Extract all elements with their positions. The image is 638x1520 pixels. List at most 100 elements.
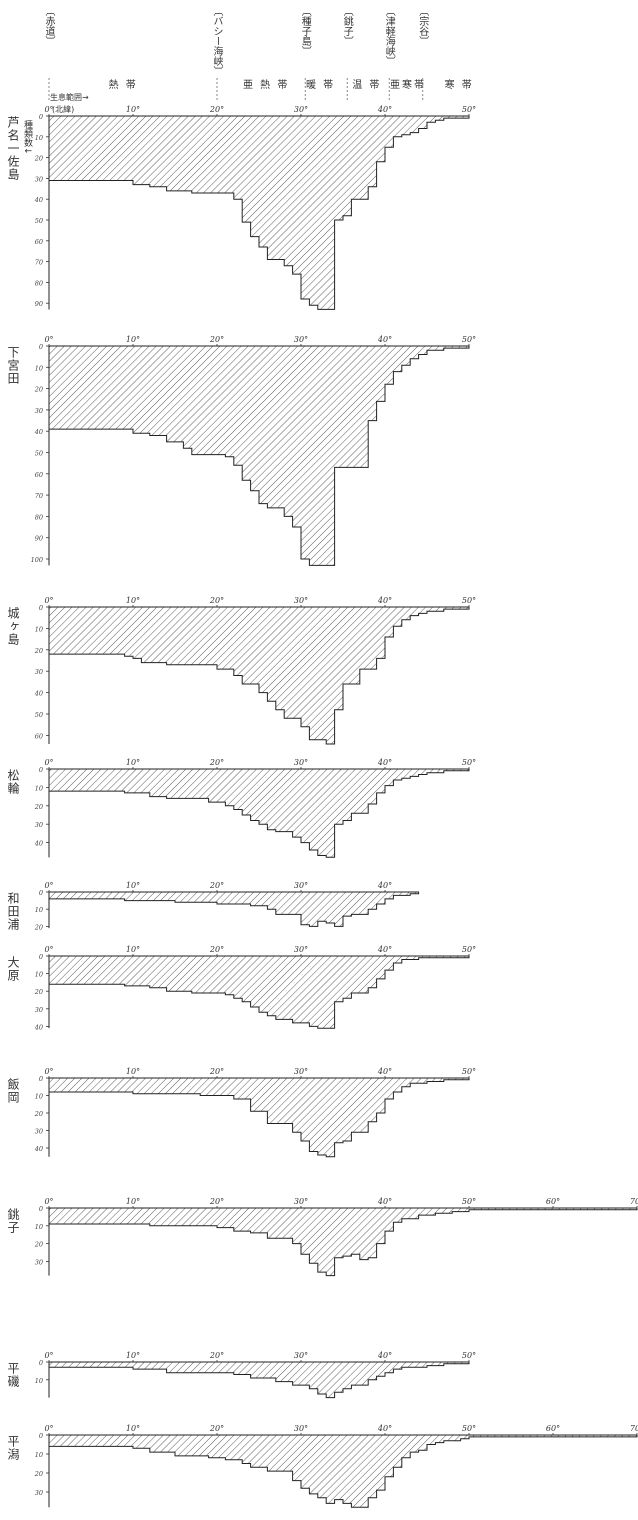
station-label: 下宮田	[6, 346, 20, 385]
x-tick-label: 50°	[462, 945, 476, 954]
range-profile	[48, 606, 470, 745]
x-tick-label: 20°	[209, 105, 224, 114]
x-tick-label: 0°	[44, 1197, 53, 1206]
x-tick-label: 30°	[294, 1197, 308, 1206]
y-tick-label: 30	[35, 1006, 43, 1014]
y-tick-label: 20	[34, 988, 43, 996]
climate-zone-label: 暖 帯	[306, 80, 336, 91]
y-tick-label: 0	[39, 1075, 43, 1083]
x-tick-label: 20°	[209, 1424, 224, 1433]
y-tick-label: 10	[35, 364, 43, 372]
x-tick-label: 20°	[209, 881, 224, 890]
x-tick-label: 20°	[209, 945, 224, 954]
y-tick-label: 0	[39, 604, 43, 612]
y-tick-label: 50	[35, 217, 43, 225]
y-tick-label: 0	[39, 113, 43, 121]
x-tick-label: 10°	[126, 1197, 140, 1206]
y-tick-label: 40	[34, 428, 43, 436]
y-tick-label: 10	[35, 1093, 43, 1101]
y-tick-label: 0	[39, 889, 43, 897]
y-tick-label: 20	[34, 155, 43, 163]
x-tick-label: 20°	[209, 758, 224, 767]
y-tick-label: 30	[35, 821, 43, 829]
y-tick-label: 20	[34, 923, 43, 931]
x-tick-label: 40°	[377, 105, 392, 114]
x-tick-label: 0°	[44, 881, 53, 890]
y-tick-label: 0	[39, 1359, 43, 1367]
x-tick-label: 40°	[377, 596, 392, 605]
y-tick-label: 40	[34, 1023, 43, 1031]
y-tick-label: 40	[34, 1145, 43, 1153]
x-tick-label: 40°	[377, 1197, 392, 1206]
y-tick-label: 10	[35, 625, 43, 633]
y-tick-label: 80	[35, 279, 43, 287]
y-tick-label: 90	[35, 535, 43, 543]
range-profile	[48, 1077, 470, 1158]
x-tick-label: 0°	[44, 945, 53, 954]
x-tick-label: 40°	[377, 945, 392, 954]
chart-7: 0° 10° 20° 30° 40° 50° 60° 70° 0 10 20 30	[34, 1197, 638, 1277]
x-tick-label: 30°	[294, 881, 308, 890]
y-tick-label: 30	[35, 407, 43, 415]
y-tick-label: 80	[35, 513, 43, 521]
x-tick-label: 30°	[294, 335, 308, 344]
x-tick-label: 30°	[294, 105, 308, 114]
range-profile	[48, 1361, 470, 1399]
climate-zone-label: 亜寒帯	[390, 80, 426, 91]
y-tick-label: 60	[35, 238, 43, 246]
y-tick-label: 30	[35, 1258, 43, 1266]
x-tick-label: 30°	[294, 1067, 308, 1076]
x-tick-label: 40°	[377, 758, 392, 767]
y-tick-label: 10	[35, 906, 43, 914]
y-tick-label: 70	[35, 492, 43, 500]
y-tick-label: 20	[34, 803, 43, 811]
range-profile	[48, 115, 470, 310]
chart-5: 0° 10° 20° 30° 40° 50° 0 10 20 30 40	[34, 945, 476, 1031]
x-tick-label: 0°	[44, 596, 53, 605]
station-label: 平磯	[6, 1362, 20, 1388]
range-profile	[48, 345, 470, 566]
station-label: 城ヶ島	[6, 607, 20, 646]
x-tick-label: 10°	[126, 1424, 140, 1433]
x-tick-label: 0°	[44, 335, 53, 344]
x-tick-label: 50°	[462, 1351, 476, 1360]
x-tick-label: 60°	[546, 1424, 560, 1433]
x-tick-label: 10°	[126, 881, 140, 890]
y-tick-label: 30	[35, 1489, 43, 1497]
y-tick-label: 0	[39, 766, 43, 774]
range-profile	[48, 1207, 638, 1277]
x-tick-label: 20°	[209, 1197, 224, 1206]
landmark-label: 〔宗谷〕	[416, 6, 428, 46]
y-tick-label: 30	[35, 668, 43, 676]
y-tick-label: 60	[35, 732, 43, 740]
landmark-label: 〔銚子〕	[341, 6, 353, 46]
y-tick-label: 10	[35, 1223, 43, 1231]
x-tick-label: 10°	[126, 1351, 140, 1360]
station-label: 飯岡	[6, 1078, 20, 1104]
x-tick-label: 70°	[630, 1197, 638, 1206]
x-tick-label: 10°	[126, 596, 140, 605]
range-profile	[48, 891, 420, 927]
chart-1: 0° 10° 20° 30° 40° 50° 0 10 20 30 40 50 60 70 80 90 100	[31, 335, 476, 566]
x-tick-label: 50°	[462, 1424, 476, 1433]
y-tick-label: 20	[34, 1241, 43, 1249]
climate-zone-label: 温 帯	[352, 80, 382, 91]
y-tick-label: 50	[35, 450, 43, 458]
x-tick-label: 40°	[377, 1351, 392, 1360]
y-tick-label: 40	[34, 840, 43, 848]
x-tick-label: 10°	[126, 945, 140, 954]
y-tick-label: 10	[35, 1451, 43, 1459]
x-tick-label: 0°	[44, 1424, 53, 1433]
x-tick-label: 40°	[377, 1067, 392, 1076]
x-tick-label: 10°	[126, 1067, 140, 1076]
y-tick-label: 70	[35, 259, 43, 267]
station-label: 松輪	[6, 769, 20, 795]
latitude-label: (北緯)	[52, 105, 75, 114]
chart-9: 0° 10° 20° 30° 40° 50° 60° 70° 0 10 20 30	[34, 1424, 638, 1508]
y-tick-label: 0	[39, 1432, 43, 1440]
chart-8: 0° 10° 20° 30° 40° 50° 0 10	[35, 1351, 476, 1399]
y-tick-label: 30	[35, 175, 43, 183]
y-tick-label: 0	[39, 953, 43, 961]
landmark-guides	[48, 78, 424, 102]
